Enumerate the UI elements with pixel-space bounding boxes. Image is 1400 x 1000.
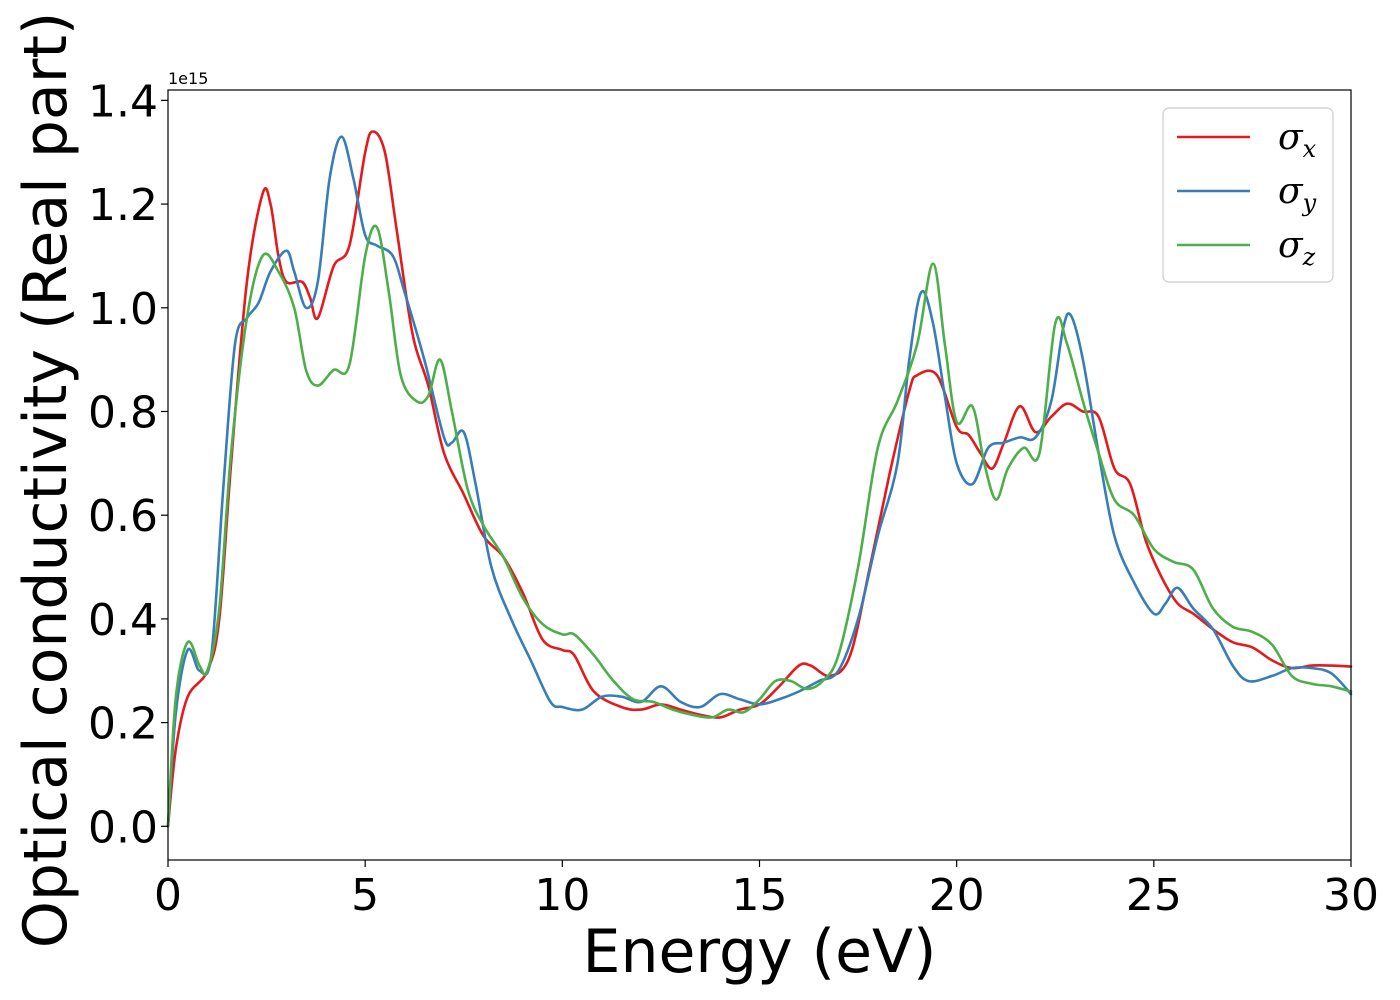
legend-box bbox=[1162, 107, 1334, 283]
x-tick-label: 30 bbox=[1323, 870, 1379, 921]
legend-entries: σx σy σz bbox=[1177, 117, 1317, 271]
legend-label: σz bbox=[1278, 225, 1316, 271]
legend-label: σy bbox=[1278, 171, 1317, 217]
y-axis-ticks: 0.0 0.2 0.4 0.6 0.8 1.0 1.2 1.4 bbox=[88, 76, 168, 853]
x-axis-title: Energy (eV) bbox=[583, 917, 937, 987]
legend-entry-y: σy bbox=[1177, 171, 1317, 217]
x-axis-ticks: 0 5 10 15 20 25 30 bbox=[154, 860, 1379, 921]
y-offset-label: 1e15 bbox=[168, 69, 208, 88]
y-tick-label: 1.0 bbox=[88, 284, 158, 335]
x-tick-label: 0 bbox=[154, 870, 182, 921]
x-tick-label: 15 bbox=[732, 870, 788, 921]
y-tick-label: 0.4 bbox=[88, 595, 158, 646]
y-axis-title: Optical conductivity (Real part) bbox=[11, 12, 81, 949]
y-tick-label: 0.0 bbox=[88, 802, 158, 853]
legend-entry-x: σx bbox=[1177, 117, 1317, 163]
legend-entry-z: σz bbox=[1177, 225, 1316, 271]
series-line-z bbox=[166, 224, 1353, 828]
legend-label: σx bbox=[1278, 117, 1317, 163]
series-line-x bbox=[166, 130, 1353, 828]
x-tick-label: 25 bbox=[1126, 870, 1182, 921]
y-tick-label: 0.2 bbox=[88, 699, 158, 750]
x-tick-label: 10 bbox=[534, 870, 590, 921]
series-line-y bbox=[166, 135, 1353, 828]
x-tick-label: 5 bbox=[351, 870, 379, 921]
y-tick-label: 0.6 bbox=[88, 491, 158, 542]
y-tick-label: 1.2 bbox=[88, 180, 158, 231]
legend: σx σy σz bbox=[1162, 107, 1334, 283]
x-tick-label: 20 bbox=[929, 870, 985, 921]
plot-lines bbox=[166, 130, 1353, 828]
y-tick-label: 0.8 bbox=[88, 387, 158, 438]
y-tick-label: 1.4 bbox=[88, 76, 158, 127]
